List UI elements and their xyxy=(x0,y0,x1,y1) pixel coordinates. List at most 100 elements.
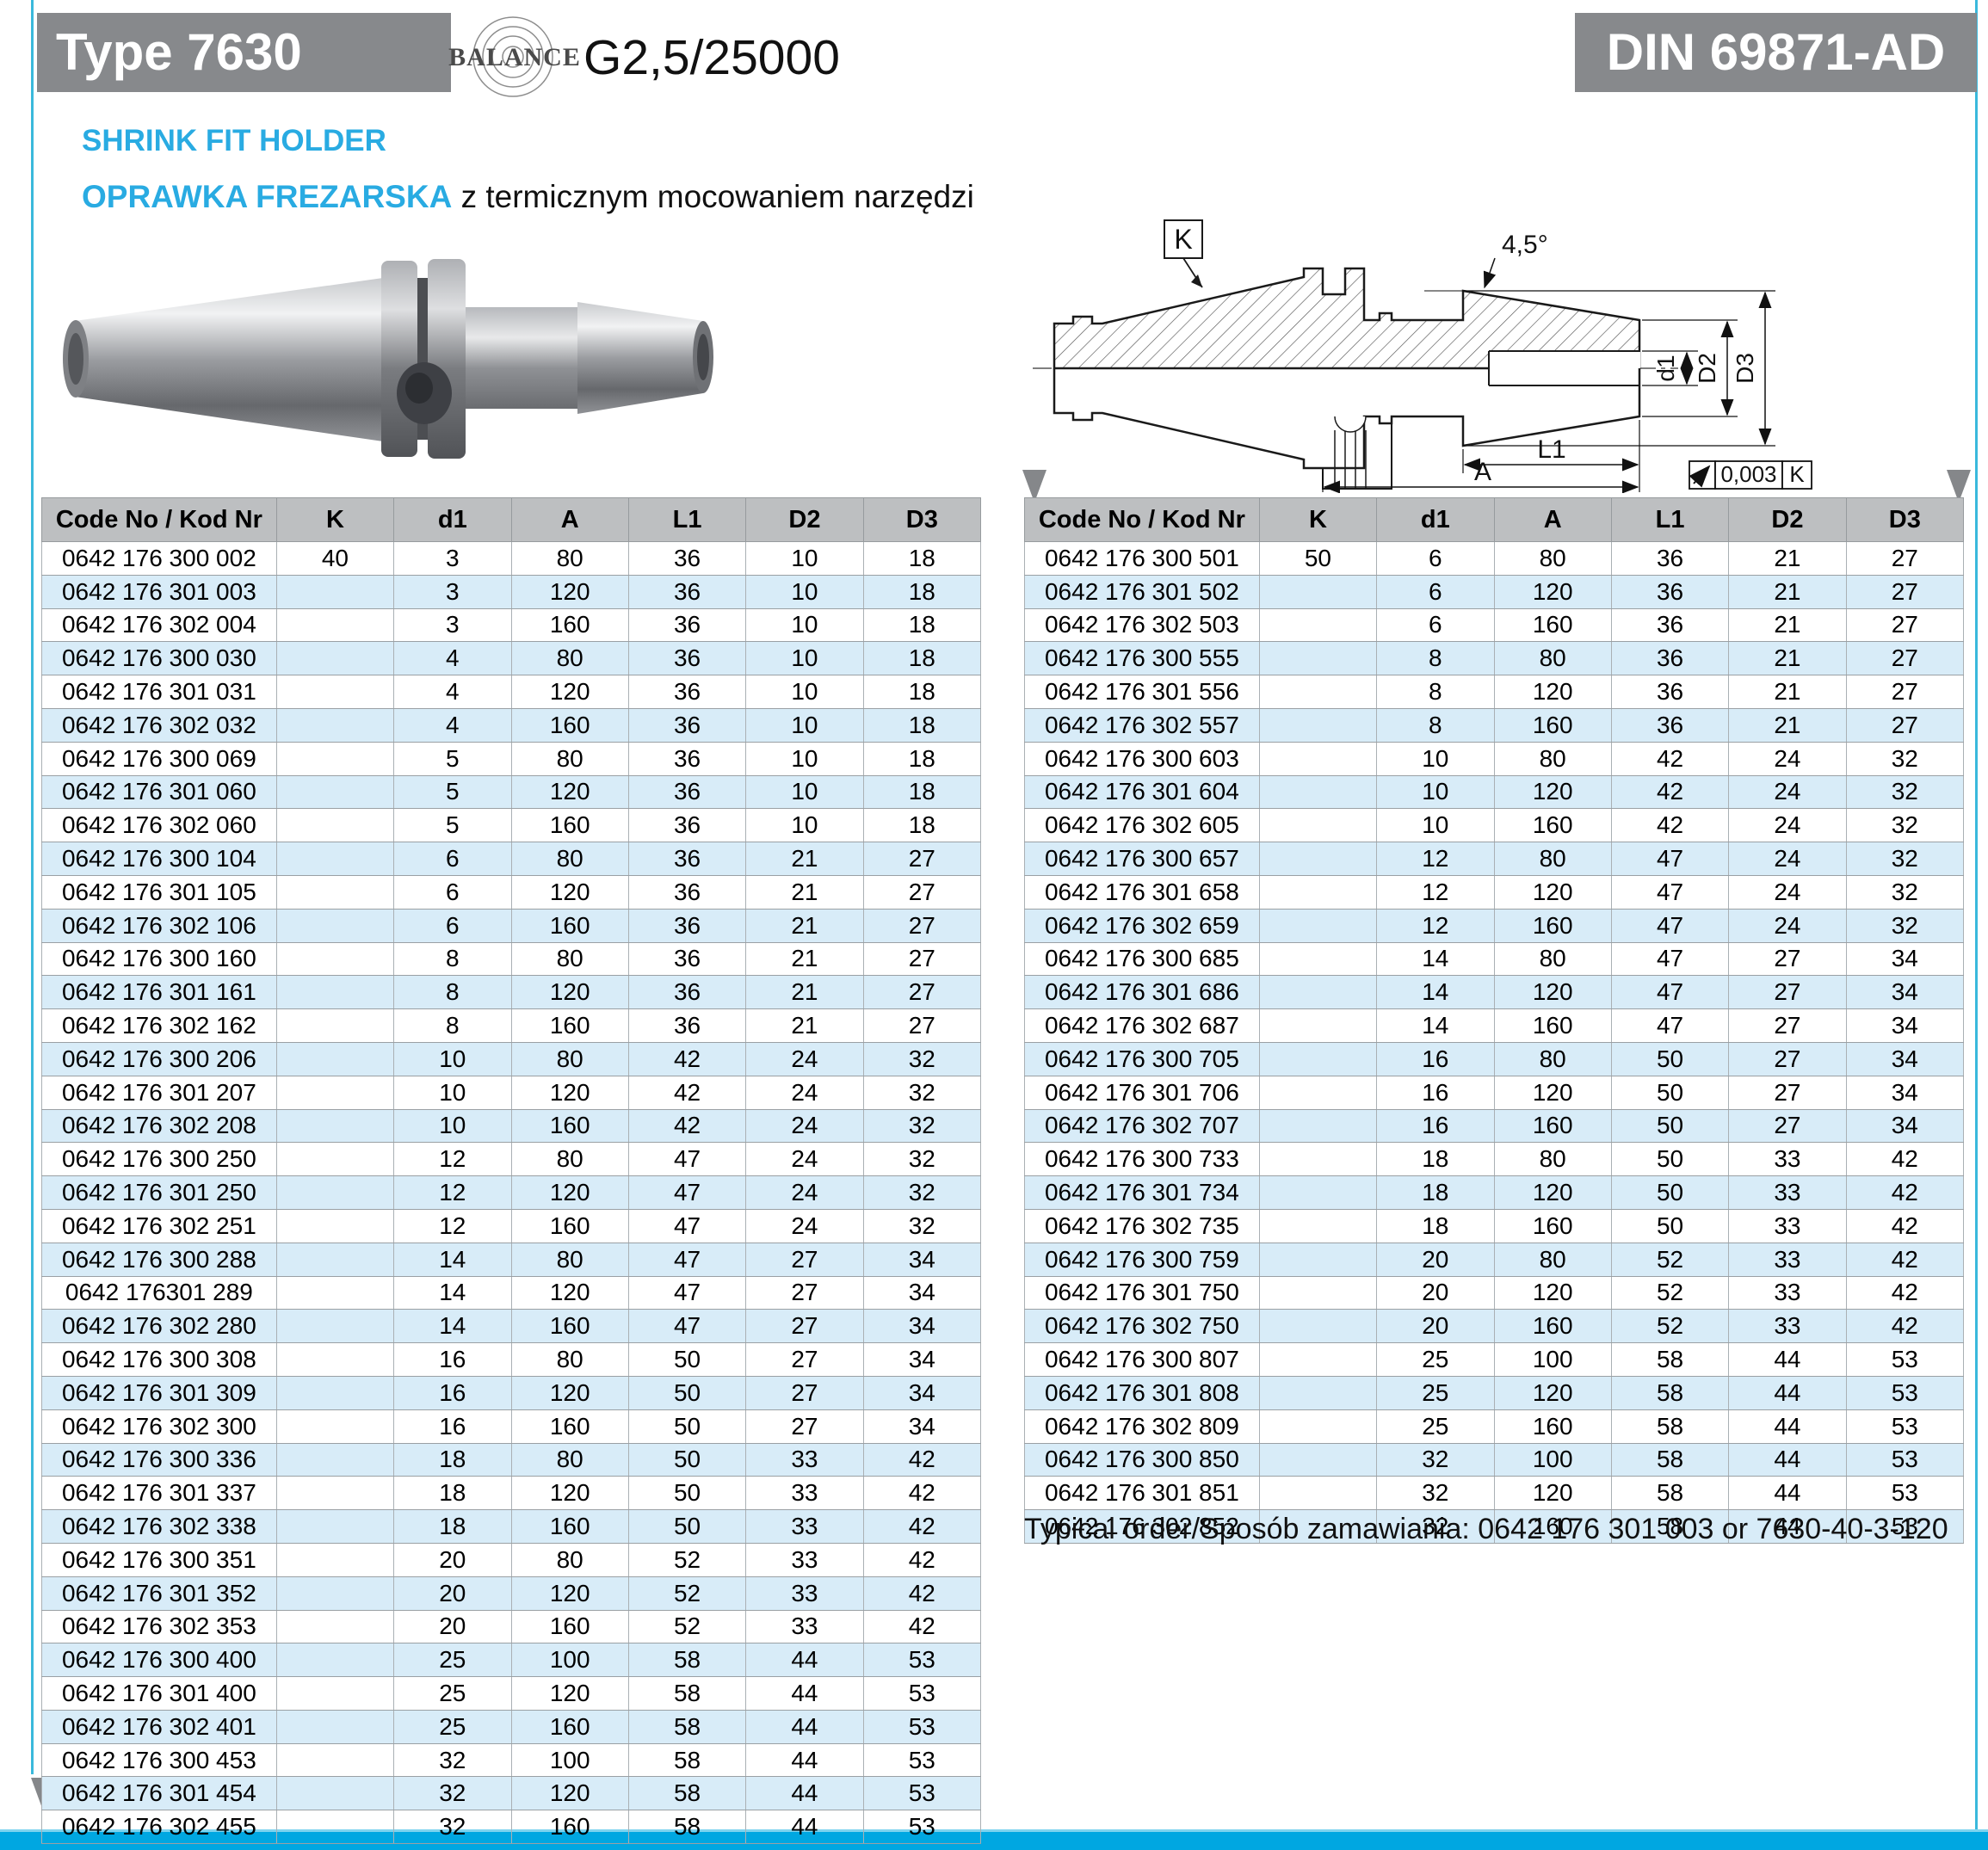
dim-l1-label: L1 xyxy=(1537,435,1565,464)
table-cell xyxy=(1258,1442,1378,1477)
table-cell: 53 xyxy=(862,1742,982,1778)
table-cell: 53 xyxy=(862,1776,982,1811)
table-cell: 0642 176 300 603 xyxy=(1024,741,1260,776)
table-cell xyxy=(1258,908,1378,943)
table-cell: 34 xyxy=(1845,1008,1965,1043)
table-cell: 0642 176 301 400 xyxy=(41,1676,277,1711)
table-cell: 6 xyxy=(393,908,512,943)
table-cell: 36 xyxy=(627,874,747,910)
table-cell: 50 xyxy=(627,1375,747,1410)
table-cell: 160 xyxy=(1493,1309,1612,1344)
table-row: 0642 176 302 750 20 160 52 33 42 xyxy=(1024,1309,1965,1344)
table-cell xyxy=(1258,1075,1378,1110)
table-cell: 25 xyxy=(1376,1375,1495,1410)
table-cell: 50 xyxy=(1610,1142,1730,1177)
table-cell: 34 xyxy=(1845,1075,1965,1110)
table-cell: 12 xyxy=(393,1175,512,1210)
table-cell: 0642 176 301 556 xyxy=(1024,675,1260,709)
table-cell: 4 xyxy=(393,707,512,743)
table-cell: 27 xyxy=(745,1375,864,1410)
table-cell xyxy=(1258,1208,1378,1243)
table-row: 0642 176 301 060 5 120 36 10 18 xyxy=(41,774,982,810)
table-cell xyxy=(1258,1509,1378,1544)
left-accent-line xyxy=(31,0,34,1774)
table-cell xyxy=(1258,1375,1378,1410)
table-cell: 20 xyxy=(1376,1309,1495,1344)
table-row: 0642 176 300 603 10 80 42 24 32 xyxy=(1024,741,1965,776)
column-header: A xyxy=(510,497,629,542)
table-cell: 36 xyxy=(627,541,747,576)
table-cell: 47 xyxy=(1610,941,1730,977)
table-cell: 0642 176 301 337 xyxy=(41,1476,277,1511)
table-cell: 24 xyxy=(745,1075,864,1110)
table-cell: 36 xyxy=(627,842,747,876)
table-cell: 10 xyxy=(1376,808,1495,843)
table-row: 0642 176 300 759 20 80 52 33 42 xyxy=(1024,1242,1965,1277)
table-cell: 100 xyxy=(510,1643,629,1678)
table-cell xyxy=(1258,1309,1378,1344)
section-marker-top-right xyxy=(1947,470,1971,503)
table-cell: 52 xyxy=(627,1576,747,1611)
table-cell: 8 xyxy=(393,975,512,1010)
table-cell: 32 xyxy=(862,1175,982,1210)
table-cell: 32 xyxy=(862,1208,982,1243)
table-cell: 36 xyxy=(627,641,747,676)
table-cell xyxy=(1258,1041,1378,1076)
table-cell xyxy=(1258,1409,1378,1444)
table-cell: 0642 176 302 004 xyxy=(41,607,277,643)
table-row: 0642 176 301 604 10 120 42 24 32 xyxy=(1024,774,1965,810)
table-cell: 120 xyxy=(510,574,629,609)
table-cell: 80 xyxy=(1493,741,1612,776)
table-cell: 58 xyxy=(627,1709,747,1744)
table-cell: 50 xyxy=(1610,1075,1730,1110)
table-cell: 44 xyxy=(1728,1342,1847,1377)
table-cell: 10 xyxy=(393,1108,512,1144)
table-cell: 120 xyxy=(1493,1375,1612,1410)
table-cell: 18 xyxy=(862,574,982,609)
table-cell xyxy=(1258,607,1378,643)
product-photo xyxy=(63,259,713,459)
table-cell: 58 xyxy=(1610,1509,1730,1544)
table-row: 0642 176 302 557 8 160 36 21 27 xyxy=(1024,707,1965,743)
table-cell xyxy=(1258,1476,1378,1511)
right-accent-line xyxy=(1975,0,1978,1829)
table-cell: 160 xyxy=(510,1309,629,1344)
table-cell xyxy=(1258,1242,1378,1277)
table-cell: 80 xyxy=(510,1242,629,1277)
table-cell xyxy=(275,1742,395,1778)
table-cell: 47 xyxy=(627,1175,747,1210)
table-cell: 120 xyxy=(1493,1476,1612,1511)
table-cell: 120 xyxy=(510,874,629,910)
table-cell: 36 xyxy=(627,941,747,977)
table-cell: 16 xyxy=(393,1409,512,1444)
table-row: 0642 176 300 206 10 80 42 24 32 xyxy=(41,1041,982,1076)
table-cell: 27 xyxy=(1845,607,1965,643)
table-cell: 33 xyxy=(1728,1175,1847,1210)
table-row: 0642 176 300 555 8 80 36 21 27 xyxy=(1024,641,1965,676)
table-cell: 42 xyxy=(1610,774,1730,810)
table-row: 0642 176 301 658 12 120 47 24 32 xyxy=(1024,874,1965,910)
table-cell: 10 xyxy=(745,741,864,776)
table-cell: 0642 176 301 808 xyxy=(1024,1375,1260,1410)
table-cell: 36 xyxy=(627,607,747,643)
section-marker-top-left xyxy=(1022,470,1046,503)
table-cell: 80 xyxy=(1493,941,1612,977)
table-row: 0642 176 300 250 12 80 47 24 32 xyxy=(41,1142,982,1177)
table-cell: 47 xyxy=(1610,1008,1730,1043)
table-cell: 44 xyxy=(745,1776,864,1811)
table-cell xyxy=(275,607,395,643)
table-cell: 160 xyxy=(510,1208,629,1243)
table-cell: 42 xyxy=(1845,1175,1965,1210)
table-row: 0642 176 301 734 18 120 50 33 42 xyxy=(1024,1175,1965,1210)
table-row: 0642 176 301 502 6 120 36 21 27 xyxy=(1024,574,1965,609)
table-cell xyxy=(275,1676,395,1711)
runout-tolerance-frame: 0,003 K xyxy=(1689,460,1812,490)
table-cell: 120 xyxy=(1493,874,1612,910)
table-cell: 160 xyxy=(1493,607,1612,643)
table-cell: 42 xyxy=(862,1576,982,1611)
table-cell: 160 xyxy=(510,908,629,943)
table-cell: 0642 176 300 850 xyxy=(1024,1442,1260,1477)
table-cell: 44 xyxy=(1728,1375,1847,1410)
table-row: 0642 176 302 605 10 160 42 24 32 xyxy=(1024,808,1965,843)
